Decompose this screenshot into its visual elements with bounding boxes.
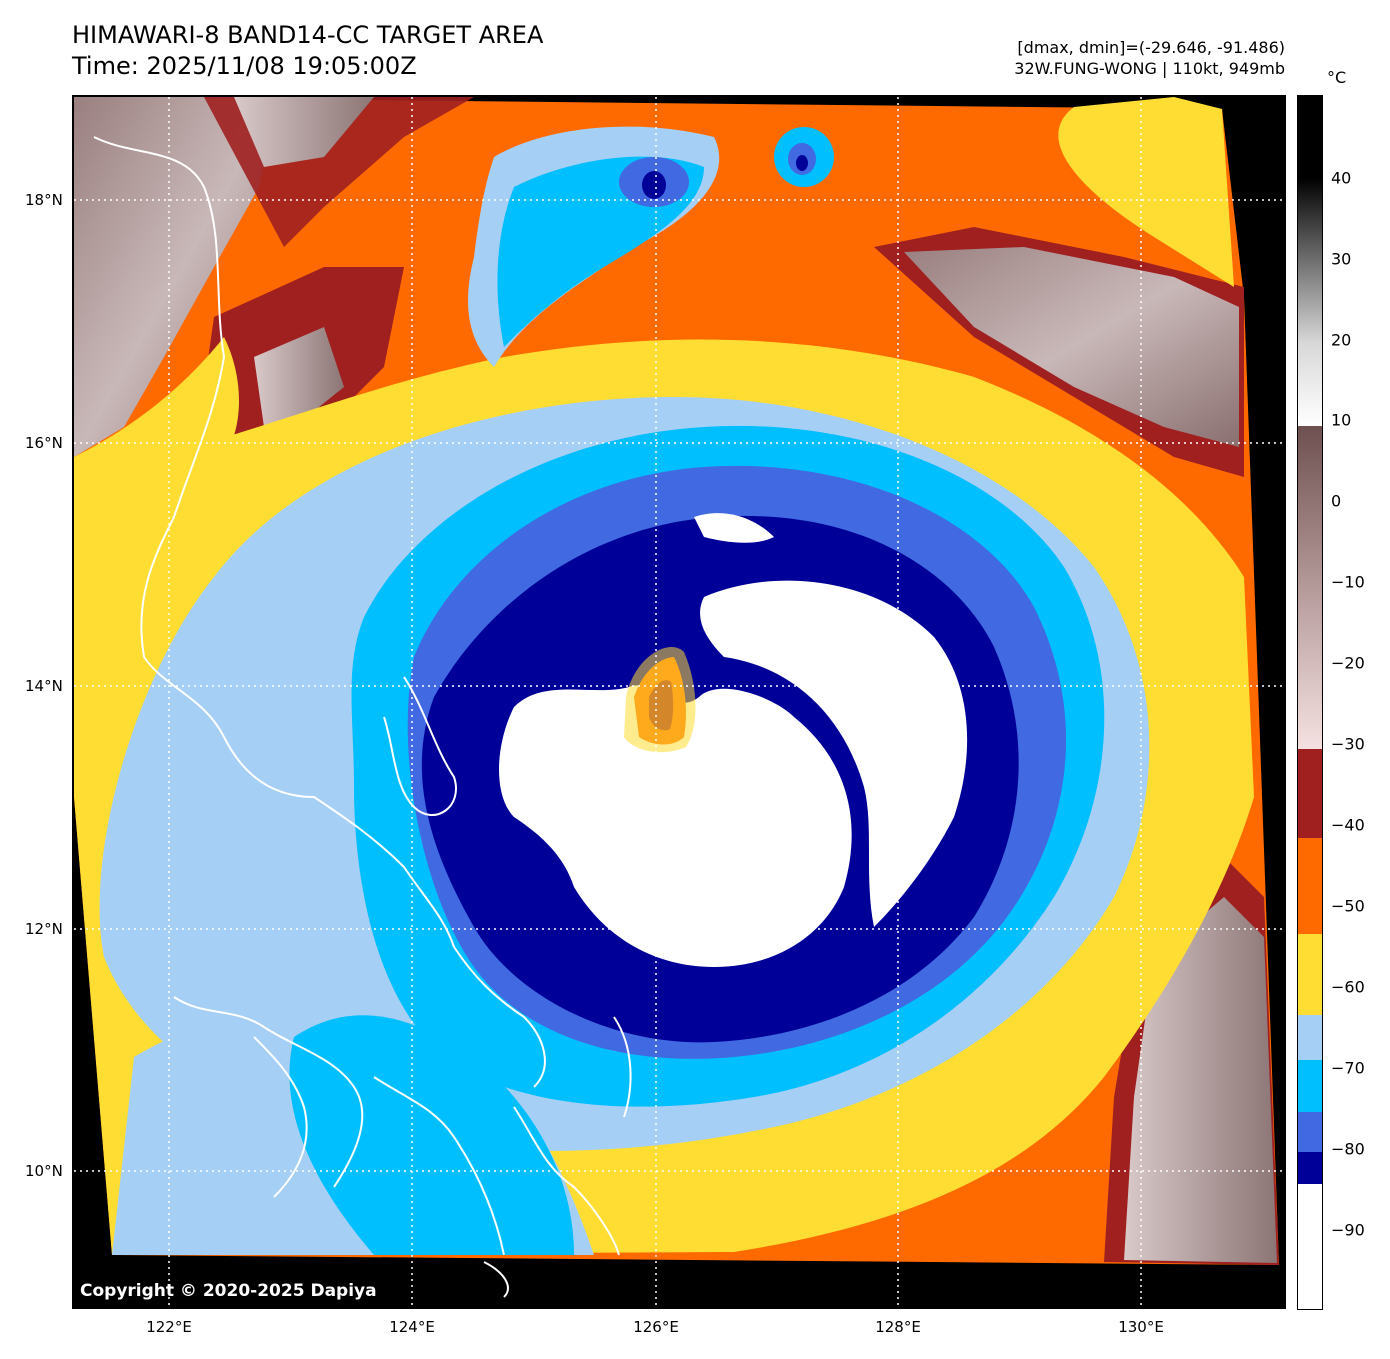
graticule	[74, 97, 1284, 1307]
northwest-yellow	[74, 337, 239, 517]
west-dark-red-inner	[254, 327, 344, 427]
lat-label-14n: 14°N	[25, 677, 63, 695]
lon-label-128e: 128°E	[875, 1318, 921, 1336]
northwest-white-streaks	[694, 513, 774, 543]
north-cold-spot-core	[642, 171, 666, 199]
lat-label-12n: 12°N	[25, 920, 63, 938]
satellite-image	[74, 97, 1284, 1307]
colorbar-tick-minus40: −40	[1331, 815, 1365, 835]
colorbar-tick-minus10: −10	[1331, 572, 1365, 592]
colorbar-tick-minus60: −60	[1331, 977, 1365, 997]
colorbar-unit: °C	[1327, 68, 1347, 87]
northeast-yellow	[1058, 97, 1234, 287]
colorbar-tick-minus90: −90	[1331, 1220, 1365, 1240]
northeast-cold-spot-eye	[796, 155, 808, 171]
colorbar-tick-30: 30	[1331, 249, 1352, 269]
colorbar-tick-10: 10	[1331, 410, 1352, 430]
coastlines	[93, 136, 632, 1298]
colorbar-tick-0: 0	[1331, 491, 1342, 511]
storm-text: 32W.FUNG-WONG | 110kt, 949mb	[1014, 59, 1285, 78]
colorbar-tick-minus30: −30	[1331, 734, 1365, 754]
northwest-clear-area	[74, 97, 279, 457]
copyright-text: Copyright © 2020-2025 Dapiya	[80, 1281, 377, 1301]
lat-label-10n: 10°N	[25, 1162, 63, 1180]
lon-label-130e: 130°E	[1118, 1318, 1164, 1336]
lon-label-124e: 124°E	[389, 1318, 435, 1336]
lon-label-126e: 126°E	[633, 1318, 679, 1336]
rainband-white	[700, 580, 968, 927]
colorbar-tick-20: 20	[1331, 330, 1352, 350]
colorbar-tick-minus50: −50	[1331, 896, 1365, 916]
satellite-map: Copyright © 2020-2025 Dapiya	[72, 95, 1286, 1309]
lon-label-122e: 122°E	[146, 1318, 192, 1336]
central-dense-overcast	[499, 685, 852, 967]
lat-label-18n: 18°N	[25, 191, 63, 209]
lat-label-16n: 16°N	[25, 434, 63, 452]
title-line-1: HIMAWARI-8 BAND14-CC TARGET AREA	[72, 21, 544, 49]
colorbar-tick-minus20: −20	[1331, 653, 1365, 673]
colorbar-tick-40: 40	[1331, 168, 1352, 188]
colorbar-tick-minus80: −80	[1331, 1139, 1365, 1159]
northeast-clear-inner	[904, 247, 1239, 447]
colorbar	[1297, 95, 1323, 1310]
title-line-2: Time: 2025/11/08 19:05:00Z	[72, 52, 417, 80]
north-clear-area-2	[234, 97, 374, 167]
range-text: [dmax, dmin]=(-29.646, -91.486)	[1017, 38, 1285, 57]
colorbar-tick-minus70: −70	[1331, 1058, 1365, 1078]
southwest-sky-blue	[289, 1015, 574, 1255]
eye-warm-halo	[624, 647, 696, 753]
